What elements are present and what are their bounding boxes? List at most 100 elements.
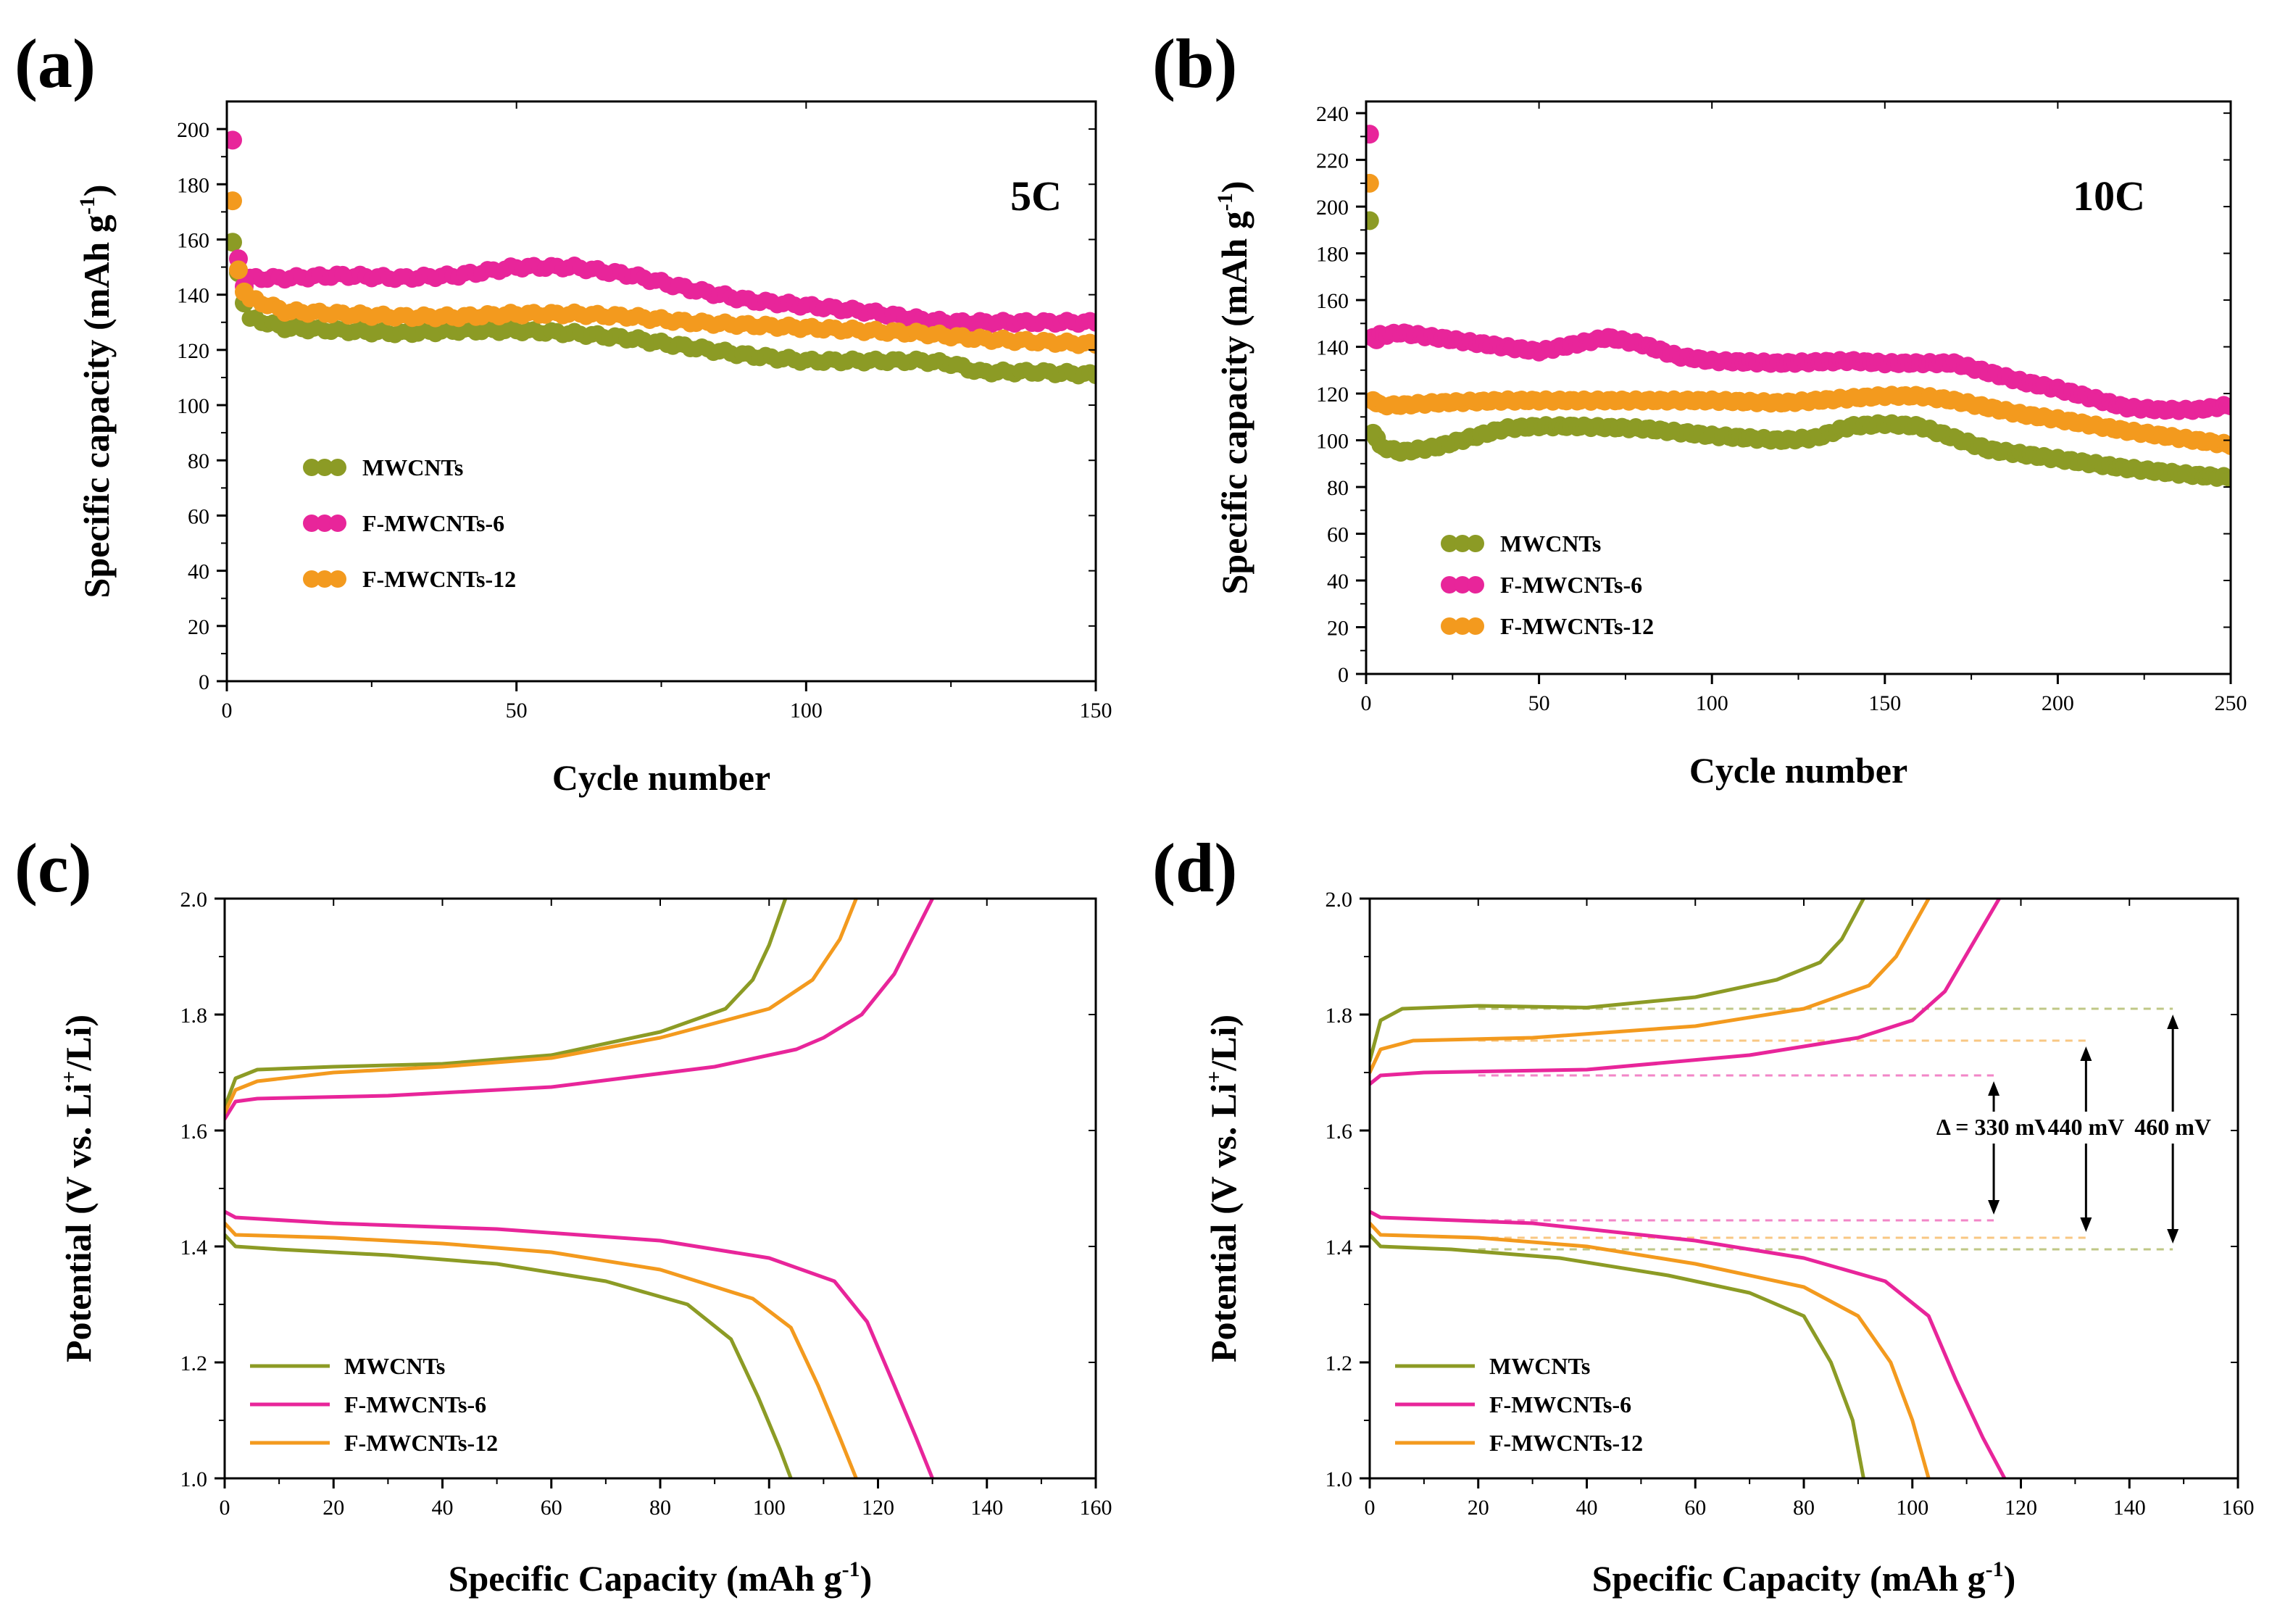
panel-c-legend-label-mwcnts: MWCNTs — [344, 1353, 445, 1379]
panel-a-y-tick-label: 100 — [177, 394, 209, 418]
panel-c-group: (c) 0 20 40 60 80 100 120 140 160 1.0 1.2 1.4 1.6 1.8 2… — [14, 829, 1112, 1599]
panel-d-x-tick-label: 80 — [1793, 1496, 1815, 1520]
panel-a-y-tick-label: 200 — [177, 118, 209, 142]
panel-c-x-tick-label: 60 — [541, 1496, 562, 1520]
panel-b-y-tick-label: 200 — [1316, 196, 1349, 220]
panel-b-series-f-mwcnts-12-point — [2222, 438, 2231, 455]
panel-a-y-tick-label: 0 — [199, 670, 209, 694]
panel-b-series-f-mwcnts-12 — [1366, 173, 2231, 455]
panel-b-legend-marker-mwcnts — [1454, 535, 1471, 552]
panel-b-series-f-mwcnts-12-point — [1366, 173, 1379, 193]
panel-b-y-tick-label: 160 — [1316, 289, 1349, 313]
panel-c-y-tick-label: 1.8 — [180, 1004, 208, 1028]
panel-c-plot-area — [225, 899, 935, 1478]
panel-a-group: (a) 0 50 100 150 0 20 40 60 80 100 120 140 160 180 200 C… — [14, 25, 1112, 798]
panel-d-y-tick-label: 1.4 — [1326, 1236, 1353, 1259]
panel-a-series-f-mwcnts-12-point — [227, 191, 242, 211]
panel-d-hysteresis-label-mwcnts: 460 mV — [2134, 1114, 2211, 1140]
panel-d-arrow-mwcnts-label-bg — [2131, 1112, 2215, 1144]
panel-b-legend-label-f-mwcnts-6: F-MWCNTs-6 — [1500, 572, 1642, 598]
panel-b-x-tick-label: 250 — [2215, 691, 2247, 715]
panel-b-series-mwcnts-point — [1366, 211, 1379, 230]
panel-b-y-tick-label: 240 — [1316, 102, 1349, 126]
panel-a-legend-marker-mwcnts — [329, 459, 346, 476]
panel-d-y-axis-title: Potential (V vs. Li+/Li) — [1202, 1015, 1244, 1362]
panel-a-x-tick-label: 50 — [506, 699, 528, 723]
panel-c-label: (c) — [14, 829, 92, 907]
panel-d-series-f-mwcnts-12-charge-curve — [1370, 899, 1931, 1075]
panel-a-y-tick-label: 60 — [188, 504, 209, 528]
panel-c-x-axis-title-end: ) — [860, 1558, 873, 1599]
panel-b-y-tick-label: 20 — [1327, 617, 1349, 641]
panel-d-plot-area — [1370, 899, 2173, 1478]
panel-a-y-axis-title: Specific capacity (mAh g-1) — [75, 185, 117, 599]
panel-c-series-mwcnts-charge-curve — [225, 899, 788, 1109]
panel-b-y-tick-label: 120 — [1316, 383, 1349, 407]
panel-b-label: (b) — [1152, 25, 1237, 102]
panel-b-x-tick-label: 100 — [1696, 691, 1728, 715]
panel-c-x-tick-label: 0 — [220, 1496, 230, 1520]
panel-c-x-tick-label: 140 — [970, 1496, 1003, 1520]
panel-c-y-tick-label: 1.6 — [180, 1120, 208, 1144]
panel-c-x-tick-label: 80 — [649, 1496, 671, 1520]
panel-d-x-tick-label: 60 — [1684, 1496, 1706, 1520]
panel-d-y-tick-label: 1.6 — [1326, 1120, 1353, 1144]
panel-d-series-mwcnts-discharge-curve — [1370, 1233, 1865, 1478]
panel-d-hysteresis-label-f-mwcnts-6: Δ = 330 mV — [1936, 1114, 2051, 1140]
panel-d-series-mwcnts-charge-curve — [1370, 899, 1865, 1063]
panel-d-group: (d) 0 20 40 60 80 100 120 140 160 1.0 1.2 1.4 1.6 1.8 2… — [1152, 829, 2255, 1599]
panel-d-legend-label-f-mwcnts-6: F-MWCNTs-6 — [1489, 1391, 1631, 1417]
panel-a-x-tick-label: 150 — [1080, 699, 1112, 723]
panel-d-x-tick-label: 100 — [1896, 1496, 1928, 1520]
panel-b-series-f-mwcnts-6 — [1366, 125, 2231, 420]
panel-b-series-f-mwcnts-6-point — [1366, 125, 1379, 144]
panel-d-x-tick-label: 0 — [1365, 1496, 1376, 1520]
panel-b-y-tick-label: 80 — [1327, 476, 1349, 500]
panel-a-legend-marker-f-mwcnts-12 — [316, 570, 333, 588]
panel-d-legend-label-f-mwcnts-12: F-MWCNTs-12 — [1489, 1430, 1643, 1456]
panel-d-x-tick-label: 20 — [1468, 1496, 1489, 1520]
panel-a-y-tick-label: 80 — [188, 449, 209, 473]
panel-b-x-tick-label: 150 — [1868, 691, 1901, 715]
panel-a-series-mwcnts — [227, 233, 1096, 385]
panel-b-x-tick-label: 200 — [2042, 691, 2074, 715]
panel-d-y-axis-title-sup: + — [1202, 1071, 1226, 1083]
panel-b-y-tick-label: 140 — [1316, 336, 1349, 360]
panel-b-series-mwcnts — [1366, 211, 2231, 488]
panel-c-x-axis-title-main: Specific Capacity (mAh g — [449, 1558, 842, 1599]
panel-b-y-tick-label: 60 — [1327, 523, 1349, 547]
panel-c-y-tick-label: 2.0 — [180, 888, 208, 912]
panel-b-series-mwcnts-point — [2222, 471, 2231, 488]
panel-b-y-tick-label: 0 — [1338, 663, 1349, 687]
panel-d-arrow-f-mwcnts-6-label-bg — [1928, 1112, 2060, 1144]
panel-b-legend-marker-f-mwcnts-12 — [1454, 617, 1471, 635]
panel-d-y-axis-title-end: /Li) — [1203, 1015, 1244, 1072]
panel-b-legend-marker-f-mwcnts-6 — [1467, 576, 1484, 594]
panel-d-y-tick-label: 1.0 — [1326, 1467, 1353, 1491]
panel-a-legend-marker-mwcnts — [316, 459, 333, 476]
panel-a-plot-area — [227, 130, 1096, 385]
panel-b-y-axis-title-sup: -1 — [1213, 193, 1237, 211]
panel-a-y-tick-label: 180 — [177, 173, 209, 197]
panel-a-y-tick-label: 160 — [177, 228, 209, 252]
panel-c-legend-label-f-mwcnts-6: F-MWCNTs-6 — [344, 1391, 486, 1417]
panel-a-label: (a) — [14, 25, 96, 102]
panel-d-arrow-f-mwcnts-6-head-up — [1988, 1081, 2000, 1096]
panel-b-y-tick-label: 40 — [1327, 570, 1349, 594]
panel-a-series-f-mwcnts-6-point — [1087, 315, 1096, 332]
panel-c-x-tick-label: 160 — [1080, 1496, 1112, 1520]
panel-b-plot-area — [1366, 125, 2231, 488]
panel-d-arrow-f-mwcnts-12-label-bg — [2044, 1112, 2128, 1144]
panel-c-y-tick-label: 1.0 — [180, 1467, 208, 1491]
panel-a-legend-marker-f-mwcnts-12 — [303, 570, 320, 588]
panel-a-legend-marker-f-mwcnts-6 — [303, 515, 320, 532]
panel-d-y-axis-title-main: Potential (V vs. Li — [1203, 1083, 1244, 1362]
panel-d-series-f-mwcnts-12-discharge-curve — [1370, 1221, 1931, 1478]
panel-d-series-f-mwcnts-6-discharge-curve — [1370, 1209, 2007, 1478]
panel-a-series-f-mwcnts-12 — [227, 191, 1096, 354]
panel-a-axes-frame — [225, 100, 1097, 683]
panel-c-x-axis-title-sup: -1 — [842, 1557, 860, 1581]
panel-c-x-tick-label: 20 — [323, 1496, 344, 1520]
